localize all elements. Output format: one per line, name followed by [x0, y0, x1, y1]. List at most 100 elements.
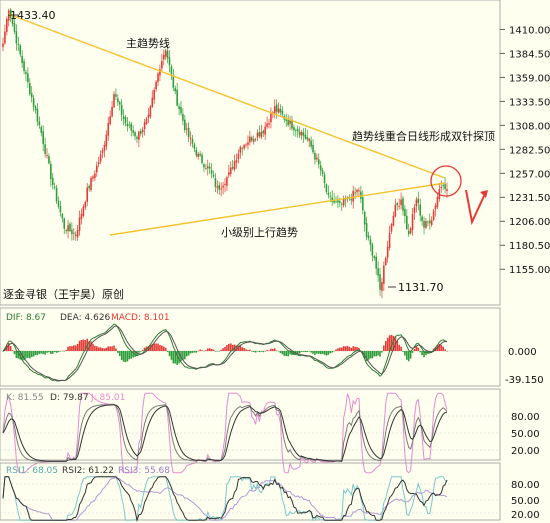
macd-bar — [32, 351, 35, 357]
low-label: 1131.70 — [398, 281, 444, 294]
candle-body — [101, 150, 104, 154]
candle-body — [237, 153, 240, 159]
candle-body — [358, 190, 360, 192]
candle-body — [99, 154, 102, 162]
macd-bar — [53, 351, 56, 353]
macd-bar — [226, 345, 228, 351]
candle-body — [118, 101, 121, 105]
macd-bar — [306, 351, 309, 352]
candle-body — [333, 200, 335, 203]
candle-body — [425, 221, 427, 228]
macd-bar — [302, 351, 305, 352]
candle-body — [130, 123, 133, 131]
macd-bar — [252, 351, 255, 353]
macd-bar — [283, 351, 286, 356]
high-label: 1433.40 — [10, 9, 56, 22]
macd-bar — [323, 351, 326, 355]
macd-bar — [80, 339, 83, 351]
macd-bar — [430, 351, 433, 352]
macd-bar — [224, 346, 226, 351]
candle-body — [128, 124, 131, 126]
candle-body — [340, 203, 343, 205]
candle-body — [218, 185, 221, 190]
candle-body — [279, 109, 282, 113]
macd-bar — [268, 350, 270, 351]
candle-body — [132, 130, 134, 133]
macd-bar — [166, 351, 169, 353]
price-tick-label: 1359.00 — [509, 73, 550, 84]
macd-bar — [413, 349, 416, 351]
macd-bar — [78, 340, 81, 351]
candle-body — [51, 177, 54, 186]
macd-bar — [390, 334, 393, 351]
candle-body — [436, 197, 439, 207]
macd-bar — [84, 340, 87, 351]
macd-bar — [287, 351, 289, 357]
candle-body — [86, 187, 89, 202]
macd-bar — [245, 349, 247, 351]
macd-bar — [155, 343, 157, 351]
candle-body — [222, 185, 224, 188]
candle-body — [262, 130, 265, 134]
macd-bar — [197, 350, 200, 352]
macd-bar — [434, 346, 437, 351]
macd-bar — [425, 351, 427, 356]
macd-bar — [266, 350, 268, 351]
kdj-d-line — [2, 404, 448, 462]
macd-bar — [199, 349, 201, 351]
candle-body — [187, 127, 190, 138]
candle-body — [174, 88, 177, 92]
candle-body — [203, 164, 205, 168]
macd-bar — [339, 347, 341, 351]
macd-bar — [170, 351, 173, 360]
kdj-k-line — [2, 404, 448, 462]
candle-body — [189, 137, 192, 139]
candle-body — [88, 185, 90, 189]
dif-value: DIF: 8.67 — [6, 313, 46, 323]
macd-bar — [235, 345, 238, 351]
minor-trendline-label: 小级别上行趋势 — [221, 226, 298, 239]
macd-bar — [82, 339, 85, 351]
macd-bar — [126, 351, 129, 362]
dea-value: DEA: 4.626 — [60, 313, 111, 323]
candle-body — [321, 170, 324, 175]
macd-bar — [191, 351, 194, 353]
macd-bar — [402, 351, 404, 352]
macd-bar — [386, 337, 389, 351]
macd-bar — [415, 346, 418, 351]
candle-body — [182, 113, 184, 121]
macd-bar — [147, 346, 150, 351]
candle-body — [117, 98, 119, 103]
candle-body — [363, 211, 366, 225]
macd-bar — [73, 345, 75, 351]
rsi-tick-50: 50.00 — [511, 496, 540, 507]
price-axis: 1410.00 1384.50 1359.00 1333.50 1308.00 1282.… — [500, 25, 550, 276]
candle-body — [151, 97, 154, 107]
candle-body — [411, 214, 414, 230]
candle-body — [243, 145, 245, 149]
candle-body — [275, 104, 278, 112]
candle-body — [197, 153, 200, 157]
candle-body — [95, 165, 98, 173]
macd-bar — [113, 345, 115, 351]
macd-bar — [214, 351, 217, 352]
candle-body — [23, 61, 25, 72]
candle-body — [65, 230, 67, 232]
price-tick-label: 1155.00 — [509, 265, 550, 276]
macd-bar — [151, 344, 154, 351]
candle-body — [13, 23, 16, 32]
macd-bar — [107, 346, 110, 351]
candle-body — [176, 89, 178, 106]
candle-body — [145, 118, 148, 124]
candle-body — [384, 257, 387, 266]
candle-body — [331, 197, 333, 202]
candle-body — [7, 10, 10, 21]
macd-bar — [176, 351, 178, 365]
rsi3-value: RSI3: 55.68 — [118, 466, 170, 476]
macd-value: MACD: 8.101 — [111, 313, 170, 323]
macd-bar — [333, 351, 335, 352]
candle-body — [201, 154, 203, 164]
candle-body — [19, 45, 22, 55]
candle-body — [122, 116, 125, 119]
candle-body — [300, 131, 303, 136]
